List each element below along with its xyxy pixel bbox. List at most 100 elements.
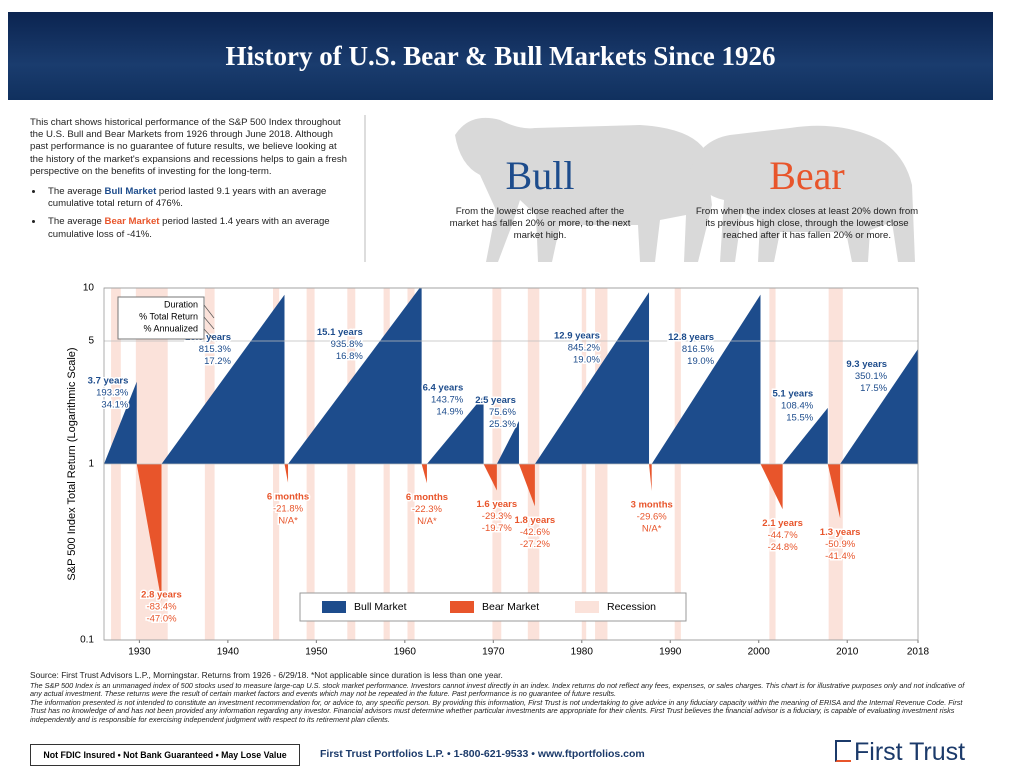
- bullet: The average Bull Market period lasted 9.…: [44, 186, 348, 210]
- legend-label: Recession: [607, 601, 656, 613]
- annualized-label: 15.5%: [786, 412, 813, 423]
- bear-area: [421, 464, 427, 484]
- duration-label: 6.4 years: [423, 382, 464, 393]
- source: Source: First Trust Advisors L.P., Morni…: [30, 670, 503, 680]
- annualized-label: 19.0%: [687, 356, 714, 367]
- badge: Not FDIC Insured • Not Bank Guaranteed •…: [30, 744, 300, 766]
- duration-label: 15.1 years: [317, 327, 363, 338]
- bull-area: [496, 420, 519, 464]
- annualized-label: 14.9%: [436, 406, 463, 417]
- value-label: 143.7%: [431, 394, 464, 405]
- annualized-label: N/A*: [278, 515, 298, 526]
- annualized-label: -27.2%: [520, 539, 551, 550]
- value-label: -44.7%: [768, 530, 799, 541]
- x-tick-label: 1990: [659, 647, 682, 658]
- key-line: % Annualized: [143, 323, 198, 333]
- bull-area: [782, 407, 828, 464]
- duration-label: 3.7 years: [88, 375, 129, 386]
- duration-label: 3 months: [631, 499, 673, 510]
- key-connector: [203, 328, 215, 341]
- bear-area: [649, 464, 652, 491]
- value-label: 815.3%: [199, 344, 232, 355]
- bear-area: [483, 464, 497, 491]
- value-label: -50.9%: [825, 539, 856, 550]
- logo-text: First Trust: [854, 738, 966, 766]
- bull-silhouette: [455, 117, 712, 262]
- x-tick-label: 1980: [571, 647, 594, 658]
- bullet: The average Bear Market period lasted 1.…: [44, 216, 348, 240]
- key-connector: [203, 316, 215, 330]
- bull-area: [840, 349, 918, 464]
- bear-silhouette: [690, 125, 915, 262]
- value-label: 845.2%: [568, 343, 601, 354]
- legend-box: [299, 592, 687, 622]
- bear-description: From when the index closes at least 20% …: [695, 206, 919, 241]
- annualized-label: 16.8%: [336, 351, 363, 362]
- legend-label: Bear Market: [482, 601, 539, 613]
- annualized-label: -41.4%: [825, 551, 856, 562]
- text: The average: [48, 216, 105, 228]
- value-label: -22.3%: [412, 504, 443, 515]
- value-label: -29.6%: [637, 511, 668, 522]
- bull-area: [288, 288, 422, 464]
- annualized-label: 17.5%: [860, 383, 887, 394]
- bull-area: [426, 395, 484, 464]
- value-label: -83.4%: [146, 602, 177, 613]
- title-banner: History of U.S. Bear & Bull Markets Sinc…: [8, 12, 993, 100]
- value-label: 193.3%: [96, 387, 129, 398]
- value-label: 816.5%: [682, 344, 715, 355]
- intro: This chart shows historical performance …: [30, 117, 348, 247]
- bear-area: [760, 464, 783, 510]
- duration-label: 1.8 years: [515, 515, 556, 526]
- annualized-label: 25.3%: [489, 419, 516, 430]
- bull-heading: Bull: [505, 153, 575, 198]
- footer: Source: First Trust Advisors L.P., Morni…: [30, 671, 975, 725]
- bear-area: [827, 464, 841, 519]
- x-tick-label: 2010: [836, 647, 859, 658]
- disclaimer: The S&P 500 Index is an unmanaged index …: [30, 680, 965, 699]
- plot-frame: [103, 287, 919, 641]
- x-tick-label: 2000: [748, 647, 771, 658]
- logo: First Trust: [835, 738, 965, 767]
- duration-label: 6 months: [267, 491, 309, 502]
- duration-label: 12.8 years: [668, 332, 714, 343]
- x-tick-label: 1940: [217, 647, 240, 658]
- bear-area: [284, 464, 289, 483]
- bull-area: [651, 294, 761, 464]
- duration-label: 2.8 years: [141, 590, 182, 601]
- value-label: 108.4%: [781, 400, 814, 411]
- annualized-label: 17.2%: [204, 356, 231, 367]
- annualized-label: 34.1%: [101, 399, 128, 410]
- x-tick-label: 1930: [128, 647, 151, 658]
- text: Bear Market: [104, 216, 160, 228]
- text: The average: [48, 186, 105, 198]
- duration-label: 9.3 years: [846, 359, 887, 370]
- key-line: Duration: [164, 299, 198, 309]
- legend-label: Bull Market: [354, 601, 407, 613]
- bull-area: [534, 292, 650, 464]
- legend-swatch: [575, 601, 599, 613]
- x-tick-label: 1970: [482, 647, 505, 658]
- intro-paragraph: This chart shows historical performance …: [30, 117, 348, 177]
- duration-label: 1.3 years: [820, 527, 861, 538]
- annualized-label: -19.7%: [482, 523, 513, 534]
- text: Bull Market: [104, 186, 157, 198]
- annualized-label: 19.0%: [573, 355, 600, 366]
- x-tick-label: 1960: [394, 647, 417, 658]
- value-label: 75.6%: [489, 407, 516, 418]
- duration-label: 5.1 years: [773, 388, 814, 399]
- bull-area: [161, 294, 285, 464]
- duration-label: 6 months: [406, 492, 448, 503]
- annualized-label: N/A*: [417, 516, 437, 527]
- text: period lasted 9.1 years with an average …: [48, 186, 327, 210]
- bear-area: [136, 464, 162, 602]
- y-tick-label: 0.1: [80, 635, 94, 646]
- value-label: -42.6%: [520, 527, 551, 538]
- bull-area: [104, 381, 137, 464]
- annualized-label: N/A*: [642, 523, 662, 534]
- y-tick-label: 10: [83, 283, 95, 294]
- logo-mark: [835, 740, 851, 762]
- y-axis-label: S&P 500 Index Total Return (Logarithmic …: [66, 347, 78, 580]
- duration-label: 1.6 years: [476, 499, 517, 510]
